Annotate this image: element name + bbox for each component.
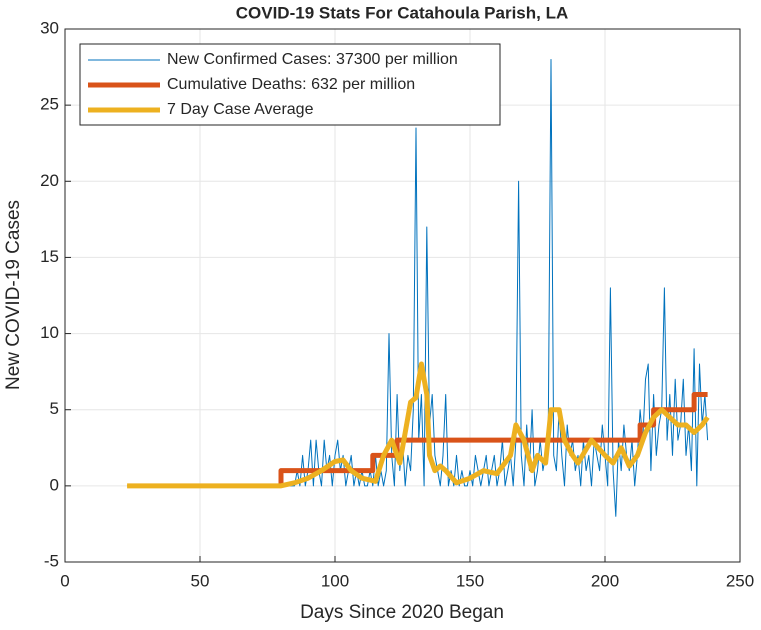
y-tick-label: 10 bbox=[40, 323, 59, 342]
series-line bbox=[278, 391, 708, 486]
x-tick-label: 150 bbox=[456, 571, 484, 590]
legend-label: New Confirmed Cases: 37300 per million bbox=[167, 51, 458, 68]
y-tick-label: -5 bbox=[44, 551, 59, 570]
x-tick-label: 100 bbox=[321, 571, 349, 590]
x-tick-label: 200 bbox=[591, 571, 619, 590]
y-tick-label: 5 bbox=[50, 399, 59, 418]
series-line bbox=[127, 361, 710, 489]
x-tick-label: 0 bbox=[60, 571, 69, 590]
x-axis-label: Days Since 2020 Began bbox=[300, 602, 504, 623]
x-tick-label: 50 bbox=[191, 571, 210, 590]
plot-frame bbox=[64, 28, 741, 563]
y-axis-label: New COVID-19 Cases bbox=[3, 200, 24, 390]
y-tick-label: 0 bbox=[50, 475, 59, 494]
legend-label: Cumulative Deaths: 632 per million bbox=[167, 76, 415, 93]
y-tick-label: 15 bbox=[40, 247, 59, 266]
y-tick-label: 25 bbox=[40, 95, 59, 114]
y-tick-label: 20 bbox=[40, 171, 59, 190]
x-tick-label: 250 bbox=[726, 571, 754, 590]
y-tick-label: 30 bbox=[40, 18, 59, 37]
legend-label: 7 Day Case Average bbox=[167, 101, 314, 118]
chart-title: COVID-19 Stats For Catahoula Parish, LA bbox=[236, 3, 569, 22]
